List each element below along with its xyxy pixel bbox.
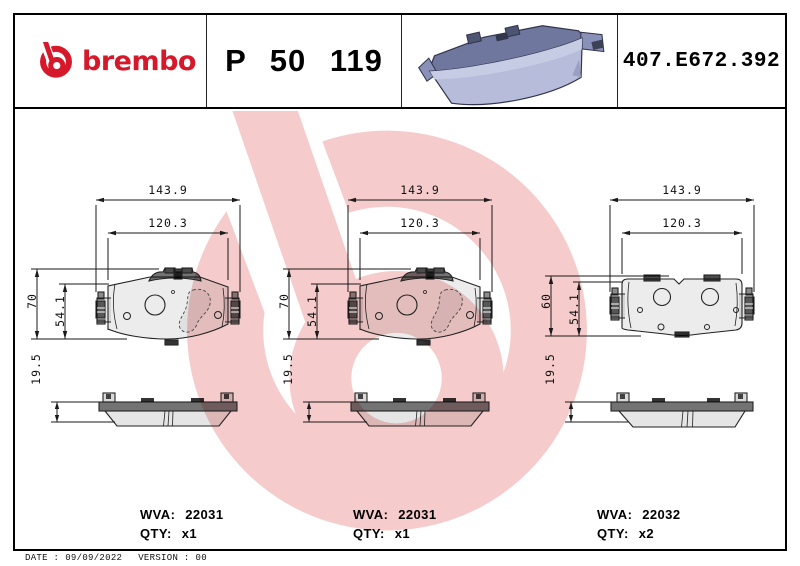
header-row: brembo P 50 119 (15, 15, 785, 109)
brake-pad-3d-image (417, 24, 604, 106)
side-view-drawing (610, 392, 754, 428)
qty-label: QTY: (353, 526, 385, 541)
brembo-wordmark: brembo (82, 45, 196, 77)
catalog-code: 407.E672.392 (622, 49, 781, 73)
wva-value: 22031 (185, 507, 224, 522)
qty-value: x1 (181, 526, 197, 541)
front-view-drawing (95, 267, 241, 346)
footer-row: DATE : 09/09/2022 VERSION : 00 (25, 553, 207, 563)
dim-thickness: 19.5 (29, 353, 43, 385)
dim-thickness: 19.5 (281, 353, 295, 385)
pad-drawing-front-and-side (31, 197, 241, 427)
wva-label: WVA: (597, 507, 633, 522)
side-view-drawing (350, 392, 490, 427)
catalog-code-cell: 407.E672.392 (618, 15, 785, 107)
product-photo-cell (402, 15, 618, 107)
drawing-area: 143.9 120.3 70 54.1 19.5 (15, 111, 785, 549)
front-view-drawing (609, 274, 755, 338)
qty-label: QTY: (140, 526, 172, 541)
wva-value: 22032 (642, 507, 681, 522)
logo-cell: brembo (15, 15, 207, 107)
sheet-frame: brembo P 50 119 (13, 13, 787, 551)
dim-pad-width: 120.3 (148, 216, 188, 230)
wva-qty-block: WVA: 22032 QTY: x2 (597, 507, 680, 541)
dim-pad-width: 120.3 (400, 216, 440, 230)
footer-date-value: 09/09/2022 (65, 553, 123, 563)
dim-overall-width: 143.9 (148, 183, 188, 197)
pad-drawing-front-and-side (545, 197, 755, 428)
dim-overall-width: 143.9 (662, 183, 702, 197)
drawing-column-2: 143.9 120.3 70 54.1 19.5 (275, 111, 535, 549)
footer-date-label: DATE : (25, 553, 60, 563)
wva-qty-block: WVA: 22031 QTY: x1 (140, 507, 223, 541)
dim-pad-height: 54.1 (305, 295, 319, 327)
side-view-drawing (98, 392, 238, 427)
dim-overall-height: 60 (539, 293, 553, 309)
part-number-cell: P 50 119 (207, 15, 402, 107)
qty-value: x1 (394, 526, 410, 541)
dim-pad-height: 54.1 (53, 295, 67, 327)
dim-thickness: 19.5 (543, 353, 557, 385)
dim-pad-height: 54.1 (567, 293, 581, 325)
dim-overall-height: 70 (277, 293, 291, 309)
part-number: P 50 119 (225, 43, 383, 78)
wva-value: 22031 (398, 507, 437, 522)
wva-label: WVA: (353, 507, 389, 522)
pad-drawing-front-and-side (283, 197, 493, 427)
dim-pad-width: 120.3 (662, 216, 702, 230)
brembo-logo-mark-icon (37, 42, 75, 80)
wva-label: WVA: (140, 507, 176, 522)
qty-label: QTY: (597, 526, 629, 541)
front-view-drawing (347, 267, 493, 346)
footer-version-value: 00 (195, 553, 207, 563)
dim-overall-width: 143.9 (400, 183, 440, 197)
drawing-column-3: 143.9 120.3 60 54.1 19.5 (537, 111, 785, 549)
footer-version-label: VERSION : (138, 553, 190, 563)
dim-overall-height: 70 (25, 293, 39, 309)
wva-qty-block: WVA: 22031 QTY: x1 (353, 507, 436, 541)
drawing-column-1: 143.9 120.3 70 54.1 19.5 (23, 111, 283, 549)
qty-value: x2 (638, 526, 654, 541)
